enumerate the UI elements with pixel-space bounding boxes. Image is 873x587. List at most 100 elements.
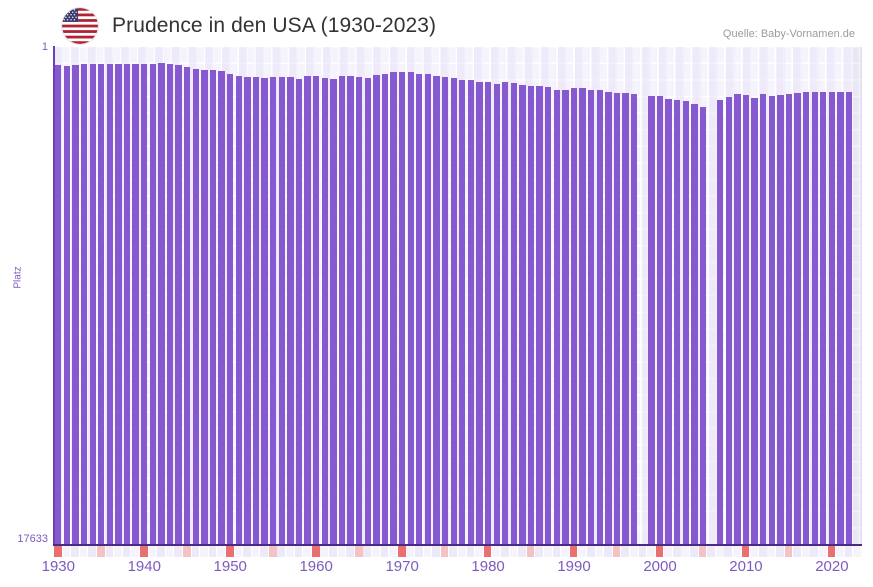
navigator-cell[interactable] [629, 546, 638, 557]
navigator-cell[interactable] [698, 546, 707, 557]
bar[interactable] [106, 64, 114, 545]
navigator-cell[interactable] [810, 546, 819, 557]
bar[interactable] [837, 92, 844, 545]
bar[interactable] [166, 63, 174, 545]
bar[interactable] [141, 64, 148, 545]
navigator-cell[interactable] [217, 546, 225, 557]
bar[interactable] [321, 77, 328, 545]
navigator-cell[interactable] [406, 546, 415, 557]
bar[interactable] [312, 76, 320, 545]
navigator-cell[interactable] [105, 546, 114, 557]
navigator-cell[interactable] [793, 546, 801, 557]
navigator-cell[interactable] [543, 546, 552, 557]
bar[interactable] [570, 88, 578, 545]
bar[interactable] [459, 79, 466, 545]
navigator-cell[interactable] [724, 546, 733, 557]
bar[interactable] [398, 72, 406, 545]
navigator-cell[interactable] [776, 546, 784, 557]
bar[interactable] [433, 75, 440, 545]
navigator-cell[interactable] [853, 546, 862, 557]
bar[interactable] [252, 77, 260, 545]
navigator-cell[interactable] [372, 546, 380, 557]
bar[interactable] [227, 73, 234, 545]
bar[interactable] [665, 98, 672, 545]
navigator-cell[interactable] [131, 546, 140, 557]
bar[interactable] [674, 100, 681, 545]
navigator-cell[interactable] [492, 546, 501, 557]
navigator-cell[interactable] [466, 546, 475, 557]
bar[interactable] [261, 77, 268, 545]
navigator-cell[interactable] [277, 546, 286, 557]
bar[interactable] [734, 93, 741, 545]
bar[interactable] [768, 96, 775, 545]
navigator-cell[interactable] [174, 546, 183, 557]
navigator-cell[interactable] [801, 546, 810, 557]
bar[interactable] [562, 89, 569, 545]
bar[interactable] [278, 77, 285, 545]
bar[interactable] [476, 81, 483, 545]
bar[interactable] [553, 90, 561, 545]
navigator-cell[interactable] [535, 546, 544, 557]
bar[interactable] [80, 64, 88, 545]
bar[interactable] [424, 74, 432, 545]
navigator-cell[interactable] [681, 546, 690, 557]
navigator-cell[interactable] [225, 546, 234, 557]
navigator-cell[interactable] [819, 546, 827, 557]
navigator-cell[interactable] [604, 546, 612, 557]
bar[interactable] [777, 95, 784, 545]
navigator-cell[interactable] [191, 546, 200, 557]
bar[interactable] [158, 63, 165, 545]
bar[interactable] [519, 84, 526, 545]
navigator-cell[interactable] [243, 546, 251, 557]
navigator-cell[interactable] [715, 546, 724, 557]
bar[interactable] [330, 78, 337, 545]
navigator-cell[interactable] [251, 546, 260, 557]
bar[interactable] [691, 104, 698, 545]
bar[interactable] [381, 74, 389, 545]
bar[interactable] [579, 87, 586, 545]
navigator-cell[interactable] [458, 546, 466, 557]
navigator-cell[interactable] [320, 546, 329, 557]
navigator-cell[interactable] [552, 546, 561, 557]
bar[interactable] [613, 92, 621, 545]
bar[interactable] [338, 75, 346, 545]
navigator-cell[interactable] [707, 546, 715, 557]
bar[interactable] [244, 76, 251, 545]
navigator-cell[interactable] [62, 546, 71, 557]
bar[interactable] [502, 82, 509, 545]
bar[interactable] [304, 76, 311, 545]
bar[interactable] [596, 90, 603, 545]
navigator-cell[interactable] [165, 546, 174, 557]
navigator-cell[interactable] [148, 546, 157, 557]
bar[interactable] [72, 64, 79, 545]
bar[interactable] [407, 72, 414, 545]
navigator-cell[interactable] [311, 546, 320, 557]
bar[interactable] [450, 78, 457, 545]
bar[interactable] [390, 72, 397, 545]
navigator-cell[interactable] [114, 546, 122, 557]
bar[interactable] [373, 74, 380, 545]
bar[interactable] [441, 77, 449, 545]
navigator-cell[interactable] [200, 546, 208, 557]
bar[interactable] [209, 70, 217, 545]
bar[interactable] [716, 100, 724, 545]
bar[interactable] [811, 91, 818, 545]
navigator-cell[interactable] [655, 546, 664, 557]
navigator-cell[interactable] [500, 546, 509, 557]
bar[interactable] [648, 95, 655, 545]
navigator-cell[interactable] [784, 546, 793, 557]
bar[interactable] [802, 91, 810, 545]
bar[interactable] [63, 65, 71, 545]
bar[interactable] [89, 64, 96, 545]
navigator-cell[interactable] [733, 546, 741, 557]
navigator-cell[interactable] [595, 546, 604, 557]
bar[interactable] [132, 64, 139, 545]
navigator-cell[interactable] [569, 546, 578, 557]
navigator-cell[interactable] [286, 546, 294, 557]
bar[interactable] [347, 75, 354, 545]
navigator-cell[interactable] [647, 546, 655, 557]
bar[interactable] [545, 87, 552, 545]
bar[interactable] [493, 83, 500, 545]
bar[interactable] [201, 70, 208, 545]
navigator-cell[interactable] [71, 546, 79, 557]
